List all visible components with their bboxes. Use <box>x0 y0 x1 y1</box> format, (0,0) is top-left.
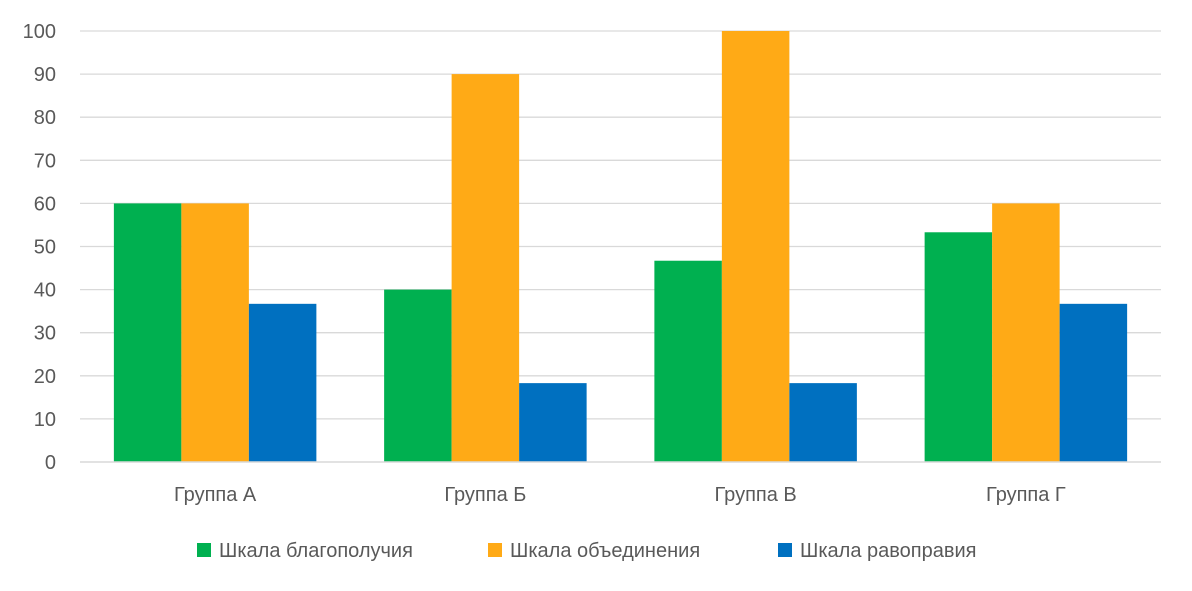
bar <box>248 303 317 462</box>
y-tick-label: 0 <box>45 452 56 474</box>
x-axis-categories: Группа А Группа Б Группа В Группа Г <box>174 484 1066 506</box>
bar <box>451 74 520 462</box>
legend-swatch <box>488 543 502 557</box>
bar <box>181 203 249 462</box>
bar <box>924 232 993 462</box>
x-category-label: Группа Г <box>986 484 1066 506</box>
x-category-label: Группа А <box>174 484 257 506</box>
bar <box>721 31 790 462</box>
y-tick-label: 10 <box>34 409 56 431</box>
legend: Шкала благополучия Шкала объединения Шкала… <box>197 540 976 562</box>
y-tick-label: 90 <box>34 64 56 86</box>
legend-item: Шкала благополучия <box>197 540 413 562</box>
legend-item: Шкала равоправия <box>778 540 976 562</box>
y-tick-label: 100 <box>23 21 56 43</box>
y-tick-label: 20 <box>34 366 56 388</box>
legend-label: Шкала объединения <box>510 540 700 562</box>
y-tick-label: 80 <box>34 107 56 129</box>
legend-item: Шкала объединения <box>488 540 700 562</box>
y-tick-label: 70 <box>34 150 56 172</box>
y-tick-label: 50 <box>34 237 56 259</box>
y-tick-label: 30 <box>34 323 56 345</box>
legend-label: Шкала равоправия <box>800 540 976 562</box>
legend-swatch <box>778 543 792 557</box>
bar <box>992 203 1060 462</box>
x-category-label: Группа Б <box>444 484 526 506</box>
y-axis-ticks: 0 10 20 30 40 50 60 70 80 90 100 <box>23 21 56 474</box>
bar <box>384 289 452 462</box>
bar <box>654 260 722 462</box>
bar <box>1059 303 1128 462</box>
bars <box>113 31 1128 462</box>
y-tick-label: 40 <box>34 280 56 302</box>
y-tick-label: 60 <box>34 193 56 215</box>
legend-swatch <box>197 543 211 557</box>
bar <box>789 383 857 462</box>
legend-label: Шкала благополучия <box>219 540 413 562</box>
x-category-label: Группа В <box>714 484 796 506</box>
bar <box>519 383 587 462</box>
bar <box>113 203 182 462</box>
